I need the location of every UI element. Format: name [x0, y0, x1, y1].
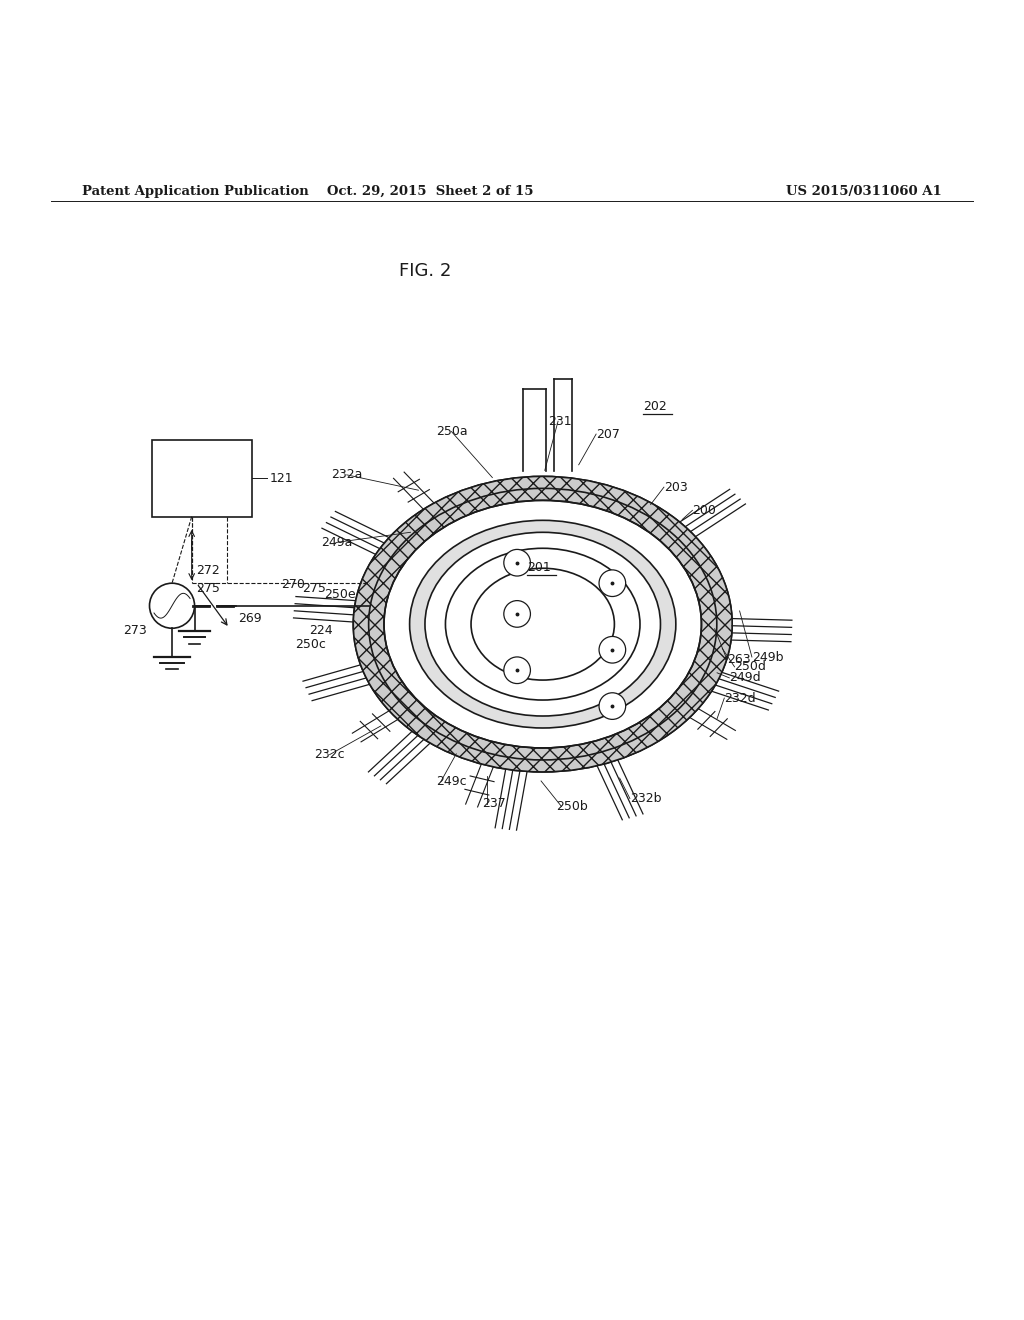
Text: 250d: 250d — [734, 660, 766, 673]
Ellipse shape — [425, 532, 660, 715]
Text: 201: 201 — [527, 561, 551, 574]
Text: 121: 121 — [269, 471, 293, 484]
Text: 232d: 232d — [724, 692, 756, 705]
Text: 272: 272 — [196, 564, 220, 577]
Text: 250e: 250e — [325, 587, 356, 601]
Text: 270: 270 — [282, 578, 305, 591]
Circle shape — [504, 601, 530, 627]
Text: 273: 273 — [123, 624, 146, 638]
Text: 232c: 232c — [314, 748, 345, 762]
Text: 200: 200 — [692, 504, 717, 517]
Ellipse shape — [353, 477, 732, 772]
Text: Oct. 29, 2015  Sheet 2 of 15: Oct. 29, 2015 Sheet 2 of 15 — [327, 185, 534, 198]
Ellipse shape — [384, 500, 701, 748]
Text: 250a: 250a — [436, 425, 468, 438]
Text: US 2015/0311060 A1: US 2015/0311060 A1 — [786, 185, 942, 198]
Text: 250b: 250b — [556, 800, 588, 813]
Circle shape — [150, 583, 195, 628]
Text: 249c: 249c — [436, 775, 466, 788]
Text: 237: 237 — [482, 797, 506, 810]
Text: 249d: 249d — [729, 672, 761, 684]
Circle shape — [599, 693, 626, 719]
Ellipse shape — [410, 520, 676, 729]
Circle shape — [599, 570, 626, 597]
Text: 231: 231 — [548, 414, 571, 428]
Circle shape — [599, 636, 626, 663]
Text: 275: 275 — [302, 582, 326, 595]
Text: FIG. 2: FIG. 2 — [398, 261, 452, 280]
Text: Patent Application Publication: Patent Application Publication — [82, 185, 308, 198]
Text: 207: 207 — [596, 428, 620, 441]
Circle shape — [504, 657, 530, 684]
Ellipse shape — [471, 568, 614, 680]
Text: 232b: 232b — [630, 792, 662, 805]
Bar — [152, 440, 252, 516]
Text: 269: 269 — [239, 612, 262, 624]
Text: 249a: 249a — [322, 536, 353, 549]
Text: 202: 202 — [643, 400, 667, 413]
Text: 250c: 250c — [295, 639, 326, 652]
Text: 224: 224 — [309, 624, 333, 638]
Circle shape — [504, 549, 530, 576]
Ellipse shape — [445, 548, 640, 700]
Text: 203: 203 — [664, 480, 688, 494]
Text: 232a: 232a — [332, 469, 362, 482]
Text: 263: 263 — [727, 653, 751, 667]
Ellipse shape — [353, 477, 732, 772]
Text: 275: 275 — [197, 582, 220, 595]
Text: 249b: 249b — [752, 651, 783, 664]
